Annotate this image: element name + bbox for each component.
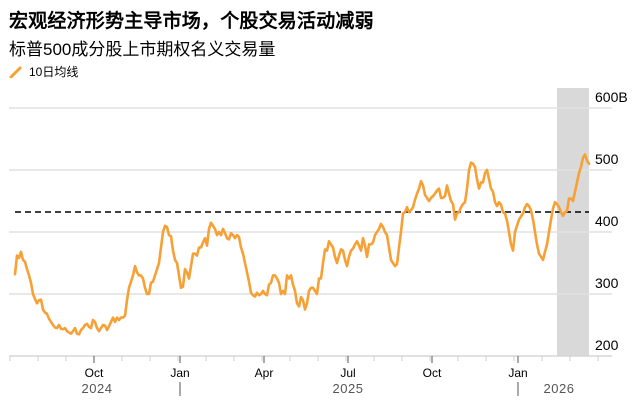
x-tick-label: Jan [170,366,189,380]
legend-label: 10日均线 [29,65,79,79]
year-label: 2024 [82,381,113,396]
y-tick-label: 500 [595,151,619,167]
gridlines [9,107,612,295]
x-axis-ticks [9,356,599,363]
chart-title: 宏观经济形势主导市场，个股交易活动减弱 [9,11,374,32]
x-tick-label: Apr [255,366,274,380]
year-label: 2026 [544,381,575,396]
legend-line-icon [9,66,22,78]
x-tick-label: Oct [85,366,104,380]
year-label: 2025 [333,381,364,396]
x-tick-label: Jan [508,366,527,380]
x-tick-label: Oct [423,366,442,380]
shaded-period [557,88,589,356]
y-tick-label: 400 [595,213,619,229]
y-tick-label: 300 [595,275,619,291]
chart-subtitle: 标普500成分股上市期权名义交易量 [9,40,276,59]
y-axis-labels: 600B 500 400 300 200 [595,89,628,353]
legend: 10日均线 [9,63,78,80]
y-tick-label: 600B [595,89,628,105]
series-line-10d-ma [13,153,591,336]
x-tick-label: Jul [340,366,355,380]
y-tick-label: 200 [595,337,619,353]
x-axis-labels: Oct Jan Apr Jul Oct Jan 2024 2025 2026 [82,366,575,396]
